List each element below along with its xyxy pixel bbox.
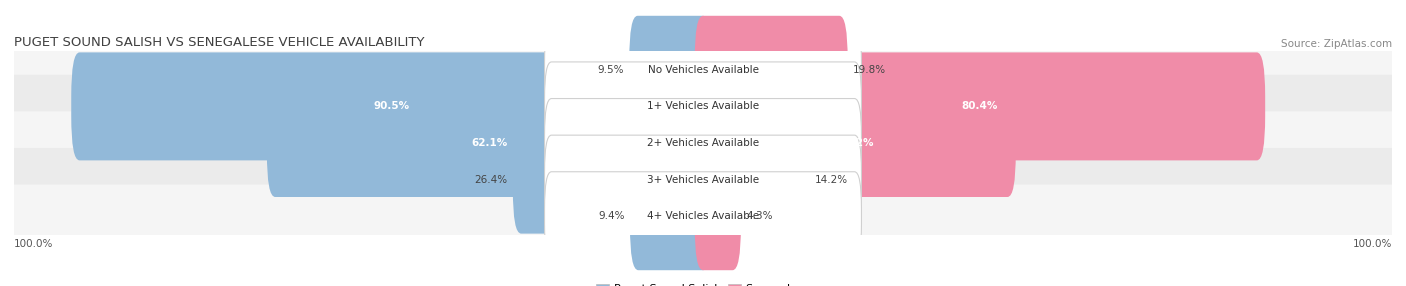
FancyBboxPatch shape [7, 75, 1399, 138]
FancyBboxPatch shape [695, 126, 808, 234]
FancyBboxPatch shape [513, 126, 711, 234]
Text: 80.4%: 80.4% [962, 102, 998, 111]
FancyBboxPatch shape [695, 89, 1015, 197]
Text: 100.0%: 100.0% [14, 239, 53, 249]
FancyBboxPatch shape [544, 99, 862, 187]
Text: 62.1%: 62.1% [471, 138, 508, 148]
Text: 14.2%: 14.2% [814, 175, 848, 184]
Text: 44.2%: 44.2% [837, 138, 873, 148]
Text: 2+ Vehicles Available: 2+ Vehicles Available [647, 138, 759, 148]
Text: PUGET SOUND SALISH VS SENEGALESE VEHICLE AVAILABILITY: PUGET SOUND SALISH VS SENEGALESE VEHICLE… [14, 35, 425, 49]
FancyBboxPatch shape [695, 16, 848, 124]
FancyBboxPatch shape [695, 52, 1265, 160]
Text: 26.4%: 26.4% [474, 175, 508, 184]
FancyBboxPatch shape [630, 16, 711, 124]
Text: 3+ Vehicles Available: 3+ Vehicles Available [647, 175, 759, 184]
FancyBboxPatch shape [7, 38, 1399, 102]
Text: 4+ Vehicles Available: 4+ Vehicles Available [647, 211, 759, 221]
Text: No Vehicles Available: No Vehicles Available [648, 65, 758, 75]
Text: 100.0%: 100.0% [1353, 239, 1392, 249]
FancyBboxPatch shape [72, 52, 711, 160]
FancyBboxPatch shape [544, 172, 862, 261]
FancyBboxPatch shape [267, 89, 711, 197]
FancyBboxPatch shape [7, 111, 1399, 175]
FancyBboxPatch shape [544, 135, 862, 224]
Text: 90.5%: 90.5% [373, 102, 409, 111]
FancyBboxPatch shape [7, 148, 1399, 211]
FancyBboxPatch shape [544, 25, 862, 114]
Text: 4.3%: 4.3% [747, 211, 773, 221]
FancyBboxPatch shape [695, 162, 741, 270]
Text: Source: ZipAtlas.com: Source: ZipAtlas.com [1281, 39, 1392, 49]
Text: 9.5%: 9.5% [598, 65, 624, 75]
FancyBboxPatch shape [7, 184, 1399, 248]
FancyBboxPatch shape [630, 162, 711, 270]
Text: 1+ Vehicles Available: 1+ Vehicles Available [647, 102, 759, 111]
Text: 19.8%: 19.8% [853, 65, 886, 75]
Legend: Puget Sound Salish, Senegalese: Puget Sound Salish, Senegalese [592, 279, 814, 286]
FancyBboxPatch shape [544, 62, 862, 151]
Text: 9.4%: 9.4% [598, 211, 624, 221]
